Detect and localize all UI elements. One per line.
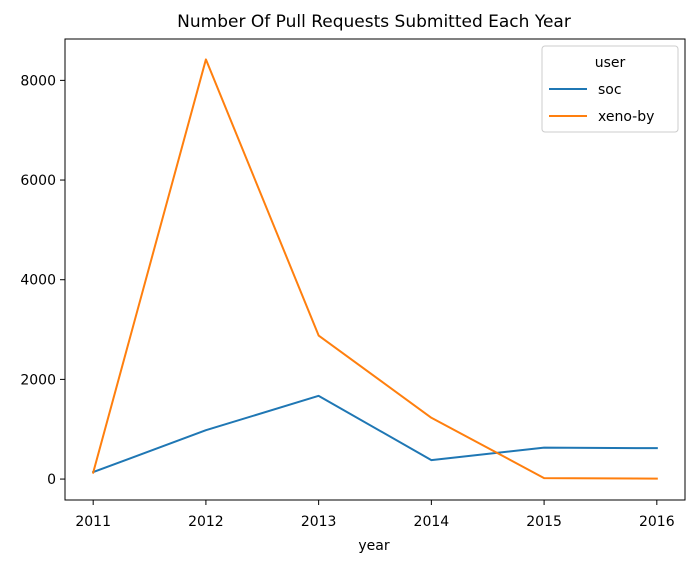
y-axis: 0 2000 4000 6000 8000	[20, 73, 65, 488]
x-tick-label: 2014	[414, 514, 450, 530]
x-tick-label: 2016	[639, 514, 675, 530]
legend: user soc xeno-by	[541, 45, 679, 133]
legend-label-xeno-by: xeno-by	[598, 109, 654, 125]
legend-label-soc: soc	[598, 82, 622, 98]
x-tick-label: 2013	[301, 514, 337, 530]
x-tick-label: 2012	[188, 514, 224, 530]
x-axis: 2011 2012 2013 2014 2015 2016	[75, 500, 675, 530]
y-tick-label: 4000	[20, 273, 56, 289]
y-tick-label: 8000	[20, 73, 56, 89]
plot-area	[91, 58, 658, 480]
x-axis-label: year	[358, 538, 389, 554]
x-tick-label: 2011	[75, 514, 111, 530]
legend-box	[541, 45, 679, 133]
legend-entries: soc xeno-by	[549, 82, 654, 125]
y-tick-label: 2000	[20, 372, 56, 388]
series-line-soc	[91, 394, 658, 474]
y-tick-label: 0	[47, 472, 56, 488]
chart-title: Number Of Pull Requests Submitted Each Y…	[177, 12, 571, 32]
plot-frame	[64, 38, 686, 501]
y-tick-label: 6000	[20, 173, 56, 189]
x-tick-label: 2015	[526, 514, 562, 530]
series-line-xeno-by	[91, 58, 658, 480]
legend-title: user	[595, 55, 626, 71]
